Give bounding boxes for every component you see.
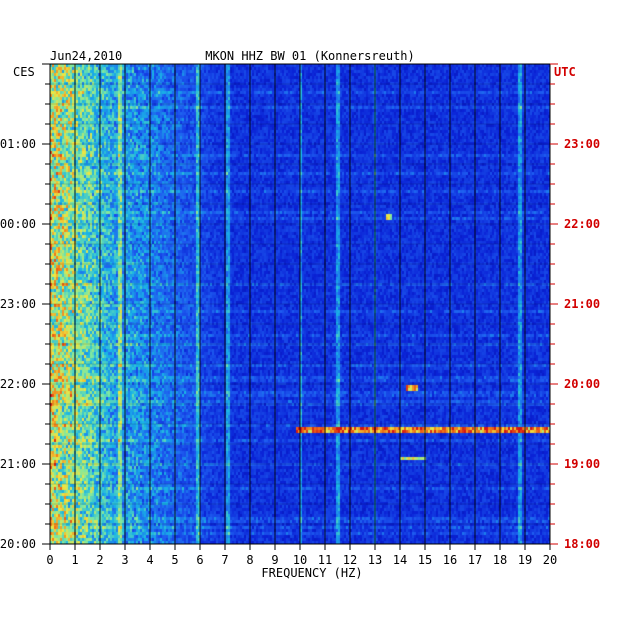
date-label: Jun24,2010 — [50, 49, 122, 63]
x-tick-label: 15 — [418, 553, 432, 567]
right-tick-label: 21:00 — [564, 297, 600, 311]
x-tick-label: 2 — [96, 553, 103, 567]
x-tick-label: 7 — [221, 553, 228, 567]
right-tick-label: 18:00 — [564, 537, 600, 551]
left-time-axis: 20:00 21:00 22:00 23:00 00:00 01:00 — [0, 63, 50, 551]
left-tick-label: 20:00 — [0, 537, 36, 551]
grid — [49, 64, 551, 544]
x-axis-label: FREQUENCY (HZ) — [261, 566, 362, 580]
x-tick-label: 8 — [246, 553, 253, 567]
x-tick-label: 14 — [393, 553, 407, 567]
right-tick-label: 22:00 — [564, 217, 600, 231]
x-tick-label: 20 — [543, 553, 557, 567]
x-tick-label: 9 — [271, 553, 278, 567]
left-timezone-label: CES — [13, 65, 35, 79]
right-tick-label: 20:00 — [564, 377, 600, 391]
x-tick-label: 16 — [443, 553, 457, 567]
left-tick-label: 23:00 — [0, 297, 36, 311]
x-tick-label: 4 — [146, 553, 153, 567]
x-tick-label: 1 — [71, 553, 78, 567]
x-tick-label: 11 — [318, 553, 332, 567]
left-tick-label: 01:00 — [0, 137, 36, 151]
x-tick-label: 12 — [343, 553, 357, 567]
right-timezone-label: UTC — [554, 65, 576, 79]
left-tick-label: 22:00 — [0, 377, 36, 391]
frequency-axis: 0 1 2 3 4 5 6 7 8 9 10 11 12 13 14 15 16 17 18 19 20 — [46, 544, 557, 567]
left-tick-label: 21:00 — [0, 457, 36, 471]
x-tick-label: 18 — [493, 553, 507, 567]
x-tick-label: 3 — [121, 553, 128, 567]
x-tick-label: 6 — [196, 553, 203, 567]
x-tick-label: 5 — [171, 553, 178, 567]
x-tick-label: 19 — [518, 553, 532, 567]
x-tick-label: 17 — [468, 553, 482, 567]
x-tick-label: 0 — [46, 553, 53, 567]
right-tick-label: 19:00 — [564, 457, 600, 471]
chart-title: MKON HHZ BW 01 (Konnersreuth) — [205, 49, 415, 63]
right-tick-label: 23:00 — [564, 137, 600, 151]
right-time-axis: 18:00 19:00 20:00 21:00 22:00 23:00 — [550, 63, 600, 551]
x-tick-label: 10 — [293, 553, 307, 567]
left-tick-label: 00:00 — [0, 217, 36, 231]
x-tick-label: 13 — [368, 553, 382, 567]
